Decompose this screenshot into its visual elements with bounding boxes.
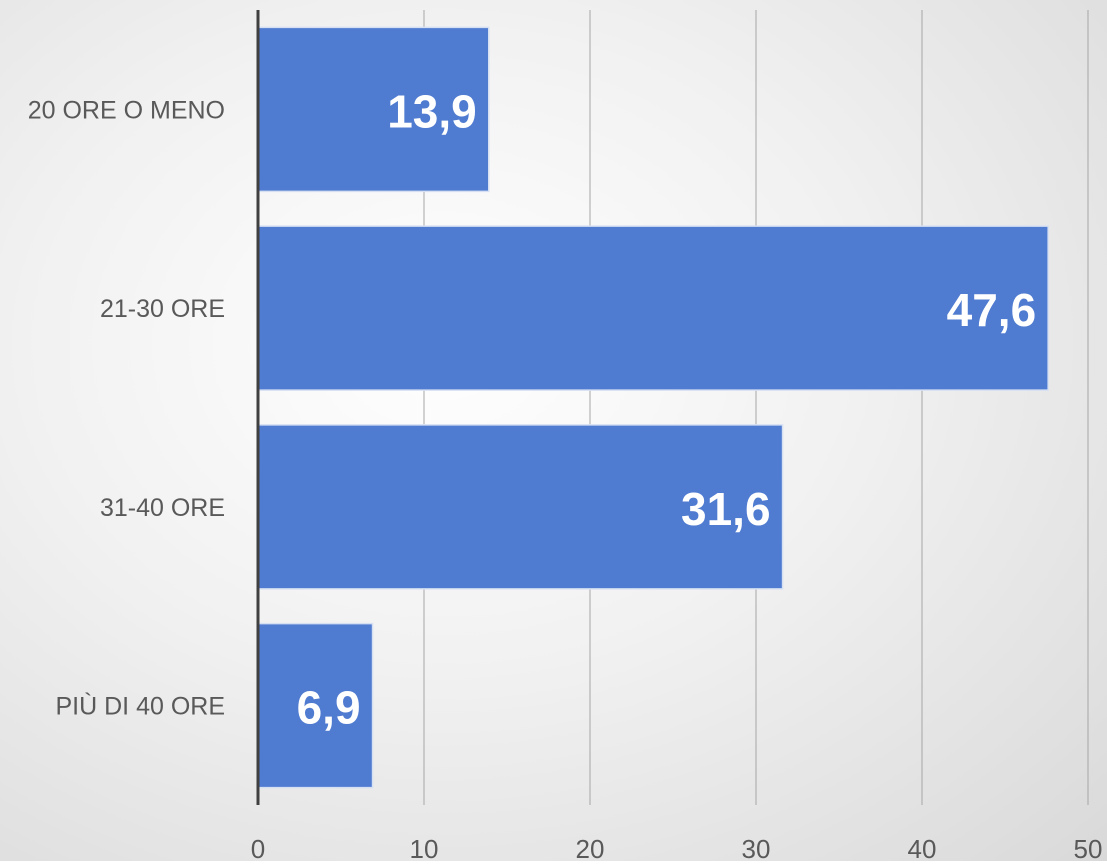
category-label-0: 20 ORE O MENO bbox=[28, 96, 225, 124]
category-label-1: 21-30 ORE bbox=[100, 295, 225, 323]
category-label-3: PIÙ DI 40 ORE bbox=[56, 692, 226, 721]
x-tick-label-40: 40 bbox=[908, 834, 937, 861]
x-tick-label-0: 0 bbox=[251, 834, 265, 861]
data-label-3: 6,9 bbox=[297, 682, 361, 734]
gridlines bbox=[423, 10, 1089, 805]
data-label-2: 31,6 bbox=[681, 483, 771, 535]
x-tick-label-50: 50 bbox=[1074, 834, 1103, 861]
bar-1 bbox=[257, 225, 1049, 391]
bar-0 bbox=[257, 26, 490, 193]
x-tick-label-30: 30 bbox=[742, 834, 771, 861]
labels: 0 10 20 30 40 50 20 ORE O MENO 13,9 21-30 ORE 47,… bbox=[28, 85, 1103, 864]
data-label-0: 13,9 bbox=[387, 85, 477, 137]
bars bbox=[257, 26, 1049, 789]
category-label-2: 31-40 ORE bbox=[100, 494, 225, 522]
x-tick-label-20: 20 bbox=[576, 834, 605, 861]
data-label-1: 47,6 bbox=[947, 284, 1037, 336]
bar-3 bbox=[257, 622, 374, 789]
x-tick-label-10: 10 bbox=[410, 834, 439, 861]
